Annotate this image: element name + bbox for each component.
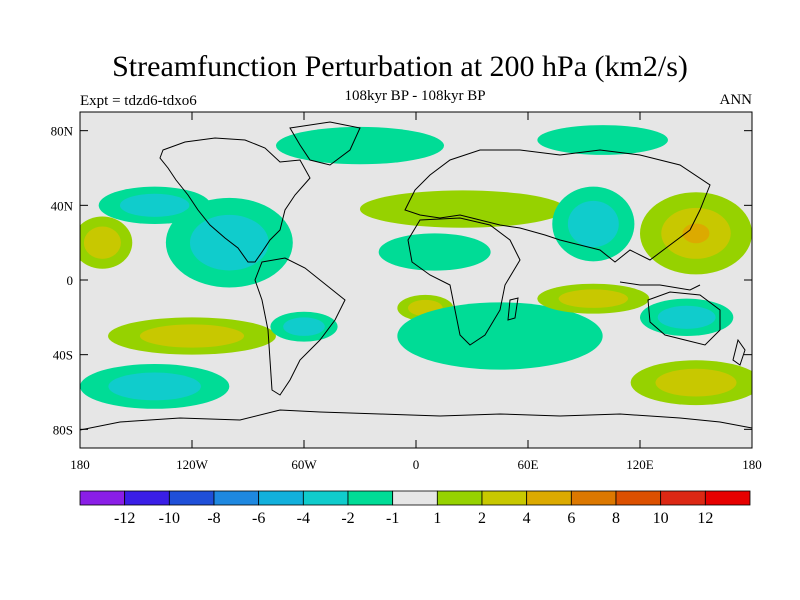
colorbar-swatch xyxy=(660,490,706,506)
x-tick-label: 0 xyxy=(413,457,420,472)
contour-europe-positive-0 xyxy=(360,190,566,228)
colorbar-swatch xyxy=(347,490,394,506)
coast-antarctica xyxy=(80,409,752,431)
contour-australia-negative-1 xyxy=(657,305,716,329)
x-tick-label: 120W xyxy=(176,457,209,472)
y-tick-label: 40S xyxy=(53,348,73,363)
y-tick-label: 40N xyxy=(51,198,74,213)
x-tick-label: 60W xyxy=(291,457,317,472)
colorbar-label: 6 xyxy=(567,510,575,527)
colorbar-swatch xyxy=(124,490,170,506)
map-panel xyxy=(79,111,753,449)
contour-fill-layer xyxy=(80,125,752,409)
contour-indonesia-positive-1 xyxy=(558,289,629,308)
coast-new-zealand xyxy=(732,338,746,366)
colorbar-swatch xyxy=(615,490,662,506)
x-tick-label: 120E xyxy=(626,457,654,472)
contour-asia-negative-1 xyxy=(567,200,619,248)
x-tick-label: 60E xyxy=(518,457,539,472)
coast-north-america xyxy=(159,137,311,263)
coast-south-america xyxy=(254,257,346,396)
colorbar-label: -4 xyxy=(297,510,310,527)
coast-australia xyxy=(647,291,721,346)
colorbar-label: -12 xyxy=(114,510,135,527)
colorbar-swatch xyxy=(258,490,304,506)
colorbar-swatch xyxy=(168,490,215,506)
y-tick-label: 80S xyxy=(53,422,73,437)
colorbar-label: 10 xyxy=(653,510,669,527)
season-label: ANN xyxy=(719,92,753,108)
colorbar-label: 1 xyxy=(433,510,441,527)
contour-s-ocean-negative-1 xyxy=(108,372,201,401)
contour-n-atlantic-negative-0 xyxy=(276,126,444,165)
coast-greenland xyxy=(289,121,361,166)
colorbar-swatch xyxy=(213,490,260,506)
colorbar-swatch xyxy=(436,490,483,506)
contour-n-pacific-positive-1 xyxy=(83,226,121,259)
colorbar-swatch xyxy=(79,490,126,506)
contour-s-america-negative-1 xyxy=(283,317,325,336)
y-tick-label: 80N xyxy=(51,124,74,139)
coast-europe xyxy=(404,149,711,263)
contour-s-pacific-positive-1 xyxy=(139,324,245,348)
coastline-layer xyxy=(80,121,752,431)
colorbar-label: -6 xyxy=(252,510,265,527)
colorbar-swatch xyxy=(570,490,617,506)
period-label: 108kyr BP - 108kyr BP xyxy=(344,88,486,104)
colorbar-label: -8 xyxy=(207,510,220,527)
coast-madagascar xyxy=(507,297,519,321)
colorbar-swatch xyxy=(392,490,438,506)
colorbar-swatch xyxy=(526,490,572,506)
coast-africa xyxy=(407,217,521,346)
colorbar: -12 -10 -8 -6 -4 -2 -1 1 2 4 6 8 10 12 xyxy=(79,490,751,527)
contour-s-indian-negative-0 xyxy=(397,302,603,370)
colorbar-label: -10 xyxy=(159,510,180,527)
colorbar-swatch xyxy=(481,490,528,506)
colorbar-swatch xyxy=(704,490,751,506)
colorbar-label: 12 xyxy=(697,510,713,527)
y-axis: 80N 40N 0 40S 80S xyxy=(51,124,752,437)
colorbar-label: 4 xyxy=(523,510,531,527)
experiment-label: Expt = tdzd6-tdxo6 xyxy=(80,93,197,109)
x-tick-label: 180 xyxy=(742,457,762,472)
contour-s-pacific-east-positive-1 xyxy=(655,368,737,397)
x-axis: 180 120W 60W 0 60E 120E 180 xyxy=(70,112,762,472)
colorbar-label: -2 xyxy=(341,510,354,527)
coast-indonesia xyxy=(619,281,701,291)
contour-arctic-negative-0 xyxy=(537,125,669,155)
contour-north-america-negative-1 xyxy=(189,214,269,271)
colorbar-label: -1 xyxy=(386,510,399,527)
colorbar-label: 2 xyxy=(478,510,486,527)
contour-nw-pacific-positive-2 xyxy=(682,223,710,244)
chart-title: Streamfunction Perturbation at 200 hPa (… xyxy=(112,50,688,83)
contour-africa-negative-0 xyxy=(378,233,491,271)
contour-ne-pacific-negative-1 xyxy=(119,193,190,217)
y-tick-label: 0 xyxy=(67,273,74,288)
colorbar-swatch xyxy=(302,490,349,506)
colorbar-label: 8 xyxy=(612,510,620,527)
x-tick-label: 180 xyxy=(70,457,90,472)
